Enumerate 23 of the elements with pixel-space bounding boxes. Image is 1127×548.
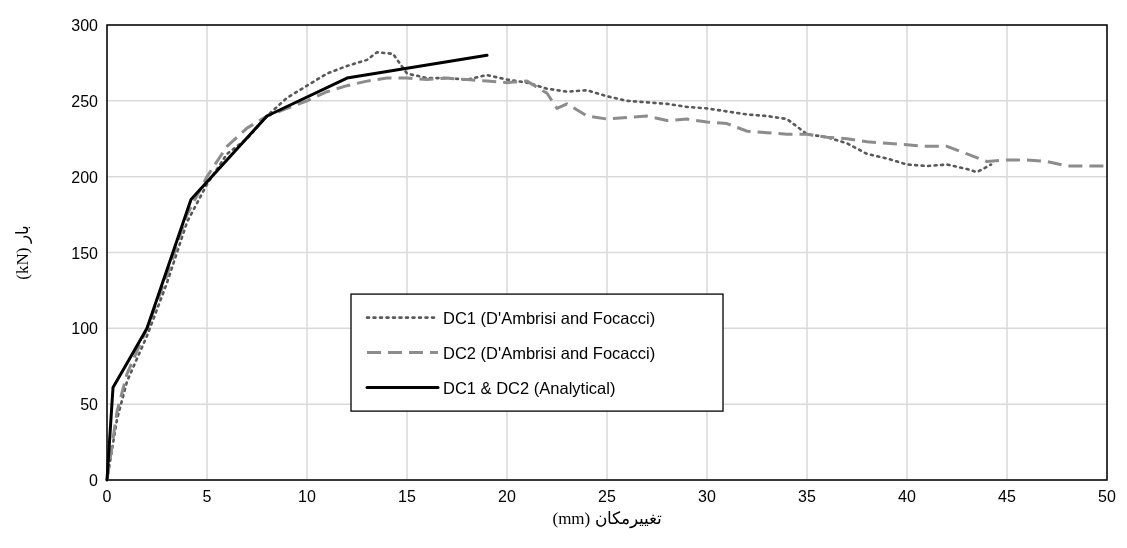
y-tick-label: 200 bbox=[71, 168, 99, 186]
x-tick-label: 50 bbox=[1098, 488, 1116, 505]
x-tick-label: 40 bbox=[898, 488, 916, 505]
y-tick-label: 100 bbox=[71, 320, 99, 338]
y-tick-label: 150 bbox=[71, 244, 99, 262]
x-tick-label: 10 bbox=[298, 488, 316, 505]
x-tick-label: 20 bbox=[498, 488, 516, 505]
x-tick-label: 5 bbox=[202, 488, 212, 505]
x-tick-label: 15 bbox=[398, 488, 416, 505]
y-tick-label: 250 bbox=[71, 92, 99, 110]
y-tick-label: 0 bbox=[89, 472, 99, 489]
y-axis-title: بار (kN) bbox=[13, 225, 33, 280]
x-axis-title: تغییرمکان (mm) bbox=[552, 509, 662, 529]
legend-label: DC1 (D'Ambrisi and Focacci) bbox=[443, 308, 656, 327]
x-tick-label: 45 bbox=[998, 488, 1016, 505]
x-tick-label: 30 bbox=[698, 488, 716, 505]
y-tick-label: 300 bbox=[71, 17, 99, 34]
x-tick-label: 35 bbox=[798, 488, 816, 505]
x-tick-label: 0 bbox=[102, 488, 112, 505]
y-tick-label: 50 bbox=[80, 396, 99, 414]
x-tick-label: 25 bbox=[598, 488, 616, 505]
legend-label: DC2 (D'Ambrisi and Focacci) bbox=[443, 343, 656, 362]
legend-label: DC1 & DC2 (Analytical) bbox=[443, 378, 616, 397]
